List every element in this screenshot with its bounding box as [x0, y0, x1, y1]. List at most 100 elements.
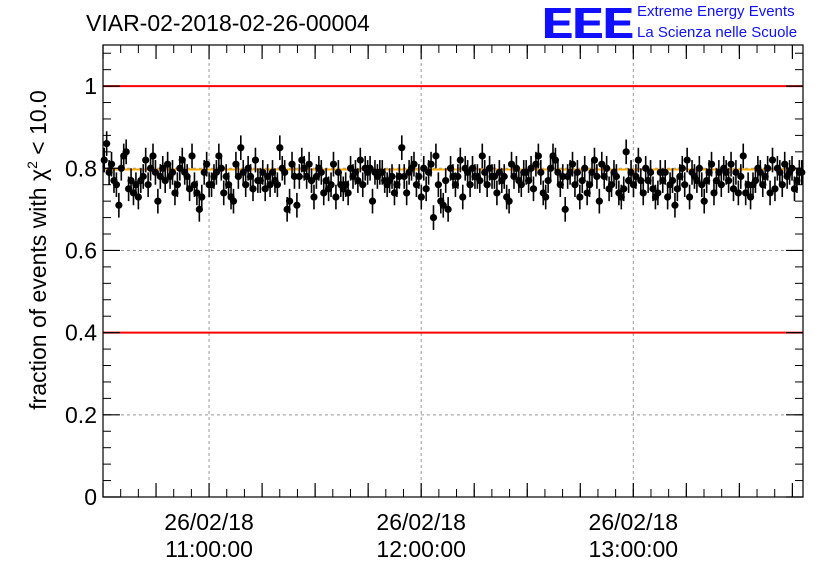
data-point — [234, 172, 242, 181]
data-point — [410, 160, 418, 168]
data-point — [134, 193, 142, 201]
data-point — [281, 168, 289, 176]
data-point — [185, 185, 194, 193]
data-point — [193, 189, 201, 197]
data-point — [327, 181, 335, 189]
data-point — [203, 160, 211, 168]
data-point — [112, 181, 121, 189]
data-point — [293, 201, 301, 209]
data-point — [603, 164, 611, 172]
data-point — [576, 193, 584, 201]
data-point — [317, 168, 325, 176]
tick-labels: 00.20.40.60.8126/02/1811:00:0026/02/1812… — [65, 73, 678, 562]
data-point — [217, 164, 225, 172]
data-point — [456, 156, 464, 164]
data-point — [439, 201, 447, 209]
data-point — [415, 172, 423, 181]
logo-subtitle-line2: La Scienza nelle Scuole — [637, 24, 798, 41]
data-point — [188, 152, 196, 160]
data-point — [354, 177, 362, 185]
y-tick-label: 0.4 — [65, 320, 97, 346]
data-point — [695, 164, 703, 172]
data-point — [593, 172, 601, 181]
data-point — [237, 144, 245, 152]
data-point — [683, 156, 691, 164]
data-point — [242, 181, 250, 189]
data-point — [561, 205, 569, 213]
data-point — [620, 185, 628, 193]
data-point — [310, 193, 318, 201]
data-point — [251, 156, 260, 164]
data-point — [732, 168, 740, 176]
data-point — [685, 193, 694, 201]
data-point — [459, 193, 467, 201]
data-point — [737, 172, 745, 181]
y-tick-label: 0 — [84, 484, 97, 510]
data-point — [493, 189, 501, 197]
data-point — [329, 160, 338, 168]
data-point — [444, 205, 452, 213]
data-point — [259, 168, 267, 176]
data-point — [771, 185, 779, 193]
data-point — [454, 172, 462, 181]
data-point — [276, 144, 284, 152]
data-point — [212, 168, 221, 176]
data-point — [432, 152, 440, 160]
data-point — [359, 181, 367, 189]
data-point — [144, 181, 152, 189]
data-point — [122, 148, 130, 156]
data-point — [442, 177, 450, 185]
data-point — [229, 197, 238, 205]
data-point — [505, 197, 513, 205]
data-point — [527, 164, 535, 172]
data-point — [639, 189, 647, 197]
data-point — [115, 201, 123, 209]
y-tick-label: 1 — [84, 73, 97, 99]
reference-lines — [103, 85, 803, 334]
data-point — [429, 213, 438, 222]
eee-logo: EEE — [543, 0, 635, 48]
x-tick-label-date: 26/02/18 — [376, 509, 466, 535]
data-point — [154, 197, 162, 205]
data-point — [698, 181, 706, 189]
data-point — [654, 189, 662, 197]
data-point — [646, 168, 655, 176]
data-point — [356, 156, 364, 164]
chart-title: VIAR-02-2018-02-26-00004 — [86, 10, 370, 36]
y-tick-label: 0.6 — [65, 237, 97, 263]
data-point — [139, 172, 147, 181]
data-point — [661, 168, 669, 176]
data-point — [729, 185, 738, 193]
data-point — [100, 156, 108, 164]
data-point — [595, 197, 603, 205]
data-point — [634, 156, 642, 164]
data-point — [198, 193, 206, 201]
data-point — [344, 189, 352, 197]
data-point — [537, 168, 545, 176]
data-point — [220, 189, 228, 197]
data-point — [573, 168, 581, 176]
x-tick-label-time: 12:00:00 — [376, 536, 466, 562]
data-point — [681, 181, 689, 189]
data-point — [466, 181, 474, 189]
data-point — [778, 181, 786, 189]
data-point — [671, 201, 679, 209]
data-point — [398, 144, 406, 152]
data-point — [764, 164, 772, 172]
data-point — [417, 193, 425, 201]
data-point — [149, 152, 157, 160]
data-point — [529, 185, 538, 193]
data-point — [768, 156, 777, 164]
data-point — [590, 156, 599, 164]
data-point — [766, 189, 774, 197]
data-point — [483, 181, 491, 189]
data-point — [476, 177, 484, 185]
data-point — [427, 160, 435, 168]
axis-ticks — [102, 45, 803, 498]
data-point — [717, 181, 725, 189]
data-point — [103, 140, 111, 148]
x-tick-label-date: 26/02/18 — [589, 509, 679, 535]
data-point — [332, 193, 340, 201]
data-point — [285, 197, 294, 205]
